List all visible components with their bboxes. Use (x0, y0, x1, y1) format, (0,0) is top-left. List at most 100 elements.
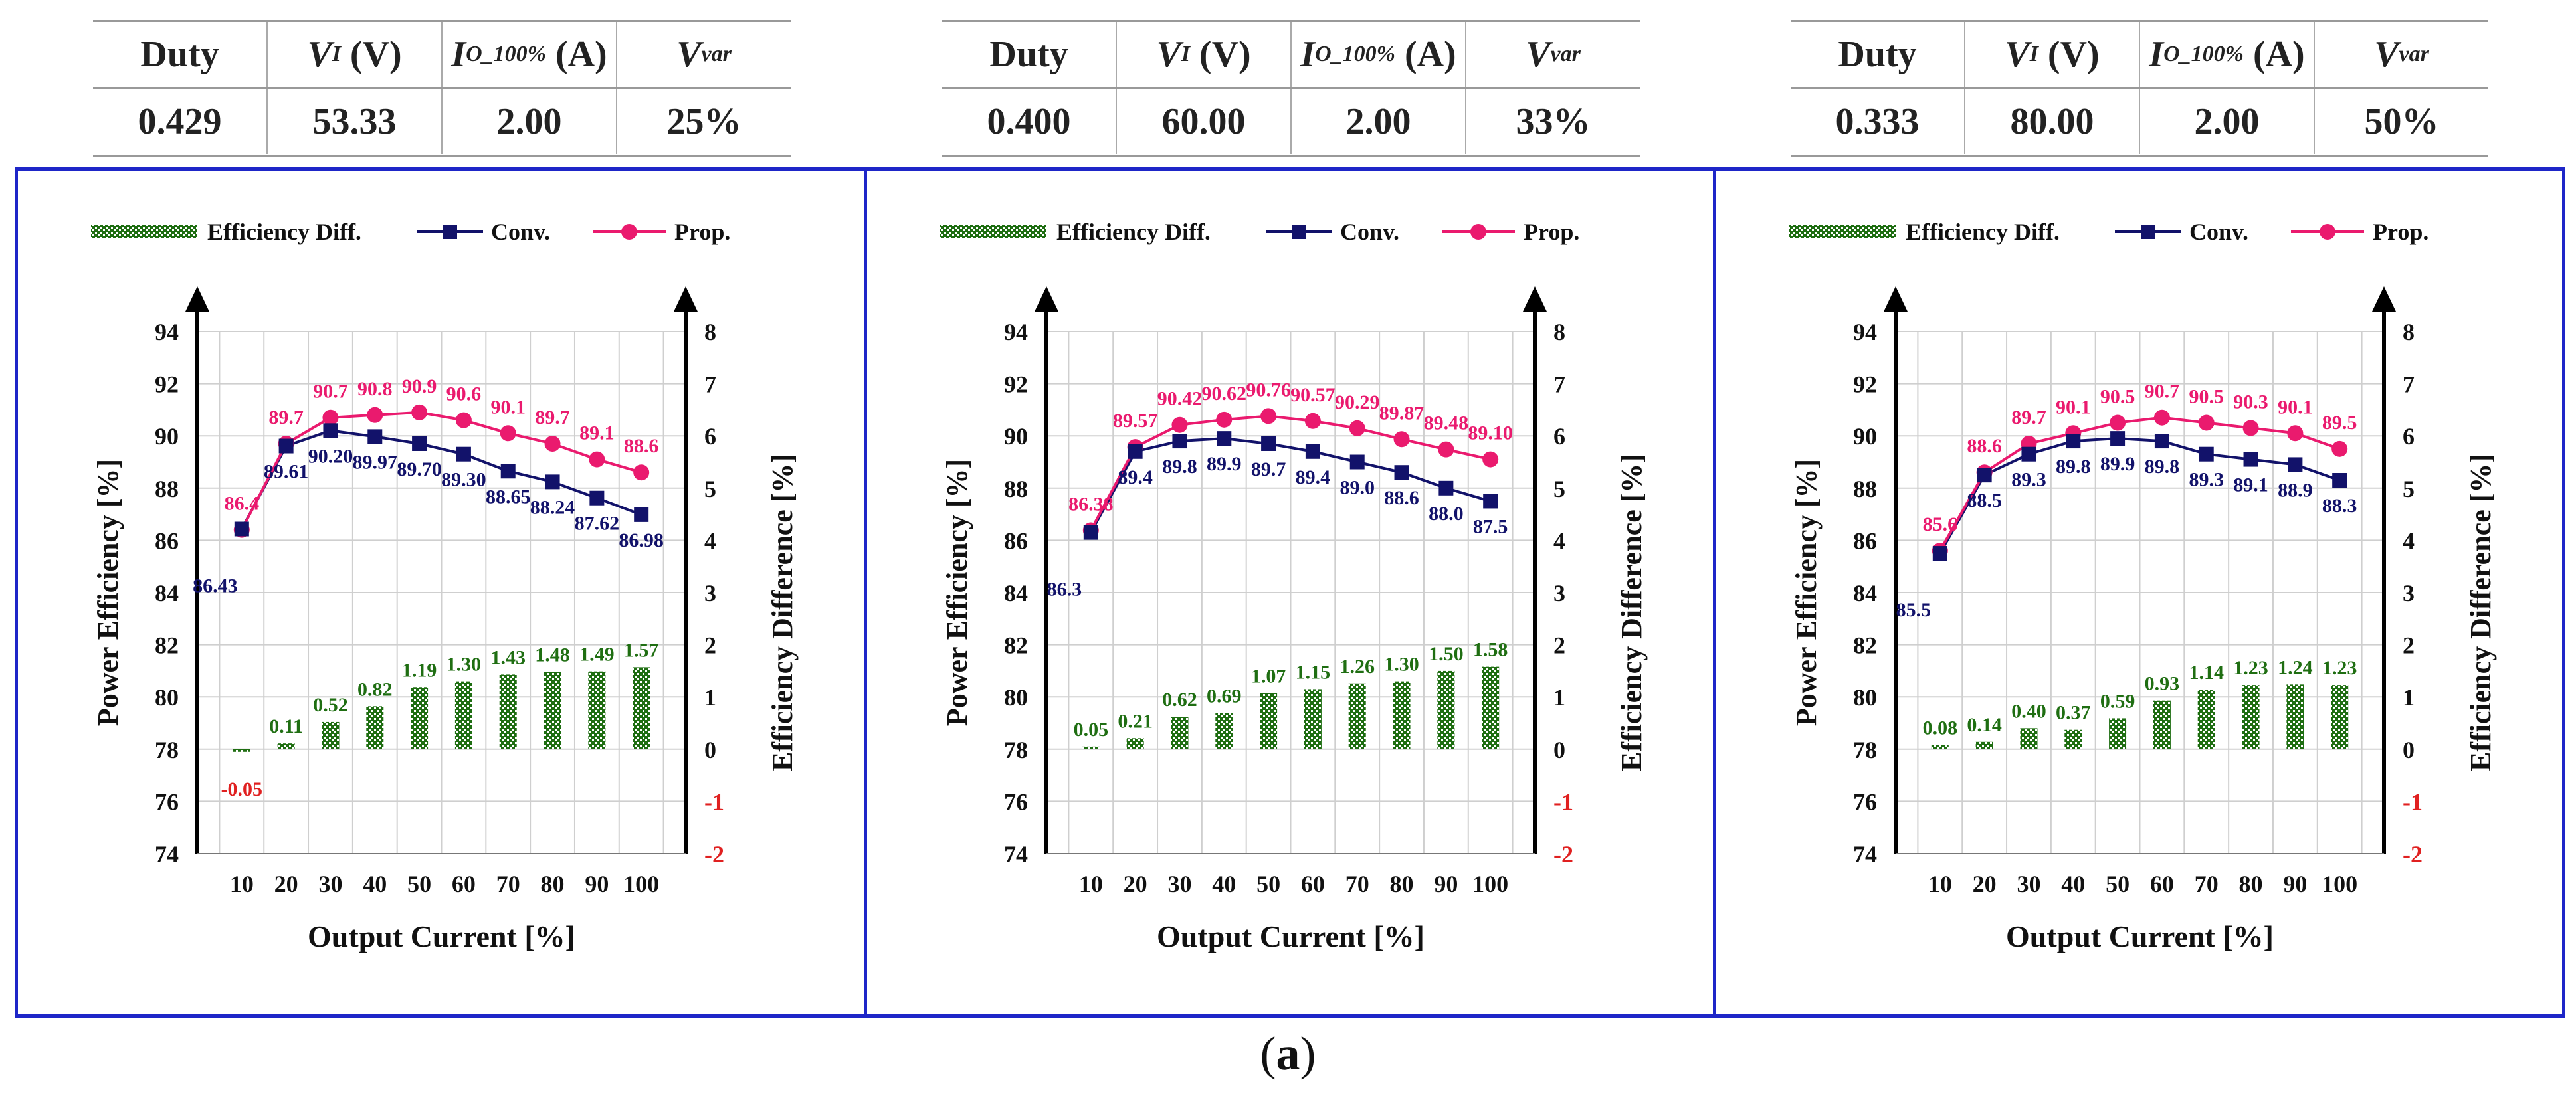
value-io: 2.00 (2140, 89, 2315, 154)
conv-point-label: 89.30 (441, 469, 486, 491)
legend-marker-prop (2320, 224, 2335, 240)
x-tick-label: 40 (1212, 871, 1236, 897)
conv-point (412, 436, 427, 451)
y2-tick-label: 0 (704, 737, 716, 763)
diff-bar-label: 1.49 (579, 644, 615, 666)
diff-bar (1482, 666, 1500, 749)
x-tick-label: 20 (274, 871, 298, 897)
conv-point-label: 89.97 (353, 451, 398, 473)
value-vi: 80.00 (1965, 89, 2140, 154)
value-vvar: 33% (1516, 101, 1591, 142)
prop-point (1482, 451, 1499, 468)
prop-point (455, 412, 472, 428)
header-io: I O_100% (A) (1292, 22, 1466, 87)
y2-tick-label: 1 (1553, 684, 1565, 711)
chart-1: Efficiency Diff. Conv. Prop.74767880828486… (91, 219, 799, 953)
y-tick-label: 78 (1004, 737, 1028, 763)
conv-point-label: 87.5 (1473, 515, 1508, 537)
diff-bar-label: 0.59 (2100, 690, 2135, 712)
diff-bar (2064, 729, 2082, 749)
diff-bar (633, 667, 650, 749)
conv-point (323, 423, 338, 438)
diff-bar (2020, 728, 2038, 749)
prop-point (1171, 416, 1188, 433)
y-tick-label: 94 (155, 319, 179, 345)
legend-marker-prop (1470, 224, 1486, 240)
diff-bar-label: 1.24 (2278, 656, 2313, 678)
x-tick-label: 60 (1301, 871, 1325, 897)
diff-bar-label: 0.08 (1923, 717, 1958, 739)
conv-point-label: 89.1 (2233, 474, 2268, 496)
legend-marker-prop (621, 224, 637, 240)
diff-bar-label: 1.50 (1429, 643, 1464, 665)
conv-point (1128, 444, 1143, 459)
prop-point (1393, 431, 1410, 448)
conv-point-label: 88.0 (1429, 503, 1464, 525)
prop-point (1438, 441, 1454, 458)
prop-point-label: 90.7 (313, 381, 348, 403)
conv-point-label: 89.3 (2189, 469, 2224, 491)
x-tick-label: 70 (1345, 871, 1369, 897)
header-io: I O_100% (A) (2140, 22, 2315, 87)
diff-bar (588, 671, 606, 749)
conv-series-line (241, 429, 642, 530)
param-table-row: 0.400 60.00 2.00 33% (942, 89, 1640, 154)
prop-point-label: 90.6 (446, 383, 482, 405)
diff-bar (1171, 717, 1189, 749)
diff-bar-label: 0.52 (313, 694, 348, 716)
y-tick-label: 80 (1004, 684, 1028, 711)
prop-point (367, 407, 383, 423)
conv-point-label: 88.3 (2322, 495, 2357, 517)
diff-bar (1348, 683, 1366, 749)
x-axis-title: Output Current [%] (1157, 919, 1425, 953)
param-table-row: 0.429 53.33 2.00 25% (93, 89, 791, 154)
diff-bar (2153, 700, 2171, 749)
y-tick-label: 82 (1004, 632, 1028, 659)
diff-bar-label: 1.07 (1251, 666, 1286, 688)
conv-point-label: 89.8 (1162, 456, 1197, 478)
y2-tick-label: -2 (704, 841, 724, 868)
y2-tick-label: 7 (2403, 371, 2415, 398)
y2-tick-label: 6 (2403, 423, 2415, 450)
value-vi: 53.33 (268, 89, 443, 154)
diff-bar (2286, 684, 2304, 749)
diff-bar (1437, 670, 1455, 749)
conv-point-label: 89.8 (2056, 456, 2091, 478)
legend-label-diff: Efficiency Diff. (207, 219, 361, 245)
value-vi: 60.00 (1117, 89, 1292, 154)
diff-bar-label: 0.82 (357, 678, 393, 700)
y2-tick-label: 2 (1553, 632, 1565, 659)
x-tick-label: 60 (2150, 871, 2174, 897)
y2-axis-title: Efficiency Difference [%] (2464, 454, 2497, 771)
conv-point-label: 89.4 (1296, 466, 1331, 488)
prop-point (1349, 420, 1365, 436)
prop-point-label: 90.1 (2278, 396, 2313, 418)
y-tick-label: 92 (1004, 371, 1028, 398)
conv-point-label: 88.24 (530, 496, 575, 518)
y-tick-label: 94 (1853, 319, 1877, 345)
chart-panel-3: Efficiency Diff. Conv. Prop. 74 76 78 80 82 84 86… (1713, 167, 2565, 1018)
y-tick-label: 84 (155, 580, 179, 606)
x-axis-title: Output Current [%] (308, 919, 575, 953)
x-tick-label: 10 (230, 871, 254, 897)
conv-point-label: 89.4 (1118, 466, 1153, 488)
conv-point (1261, 436, 1276, 451)
value-duty: 0.400 (942, 89, 1117, 154)
y2-tick-label: 2 (704, 632, 716, 659)
value-vvar: 25% (666, 101, 742, 142)
y-tick-label: 86 (1853, 527, 1877, 554)
conv-point-label: 86.3 (1047, 579, 1082, 600)
value-io: 2.00 (443, 89, 617, 154)
y-axis-title: Power Efficiency [%] (92, 459, 124, 726)
y-tick-label: 82 (1853, 632, 1877, 659)
prop-point (500, 425, 516, 442)
conv-point-label: 89.0 (1339, 477, 1375, 499)
y2-tick-label: 7 (704, 371, 716, 398)
y2-tick-label: 3 (2403, 580, 2415, 606)
legend-label-prop: Prop. (2373, 219, 2428, 245)
